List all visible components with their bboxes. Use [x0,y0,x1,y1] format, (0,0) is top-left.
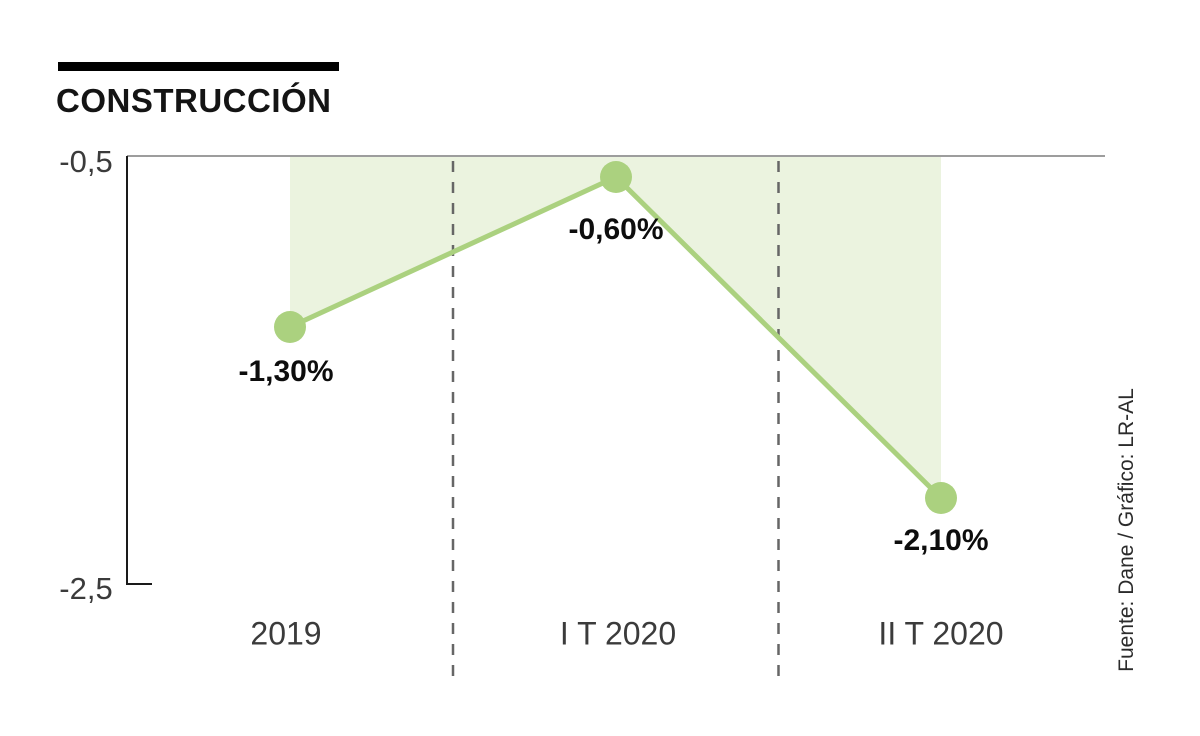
y-tick-label-top: -0,5 [59,144,113,179]
data-point-value-label: -1,30% [238,355,334,388]
data-point-marker [925,482,957,514]
data-point-value-label: -2,10% [893,524,989,557]
data-point-marker [600,161,632,193]
data-point-marker [274,311,306,343]
category-separator-layer [451,161,780,677]
area-fill-layer [290,156,941,498]
data-marker-layer [274,161,957,514]
source-credit: Fuente: Dane / Gráfico: LR-AL [1115,388,1138,672]
x-category-label-2t2020: II T 2020 [878,615,1004,652]
area-fill [290,156,941,498]
y-axis-spine [126,156,152,585]
chart-title: CONSTRUCCIÓN [56,82,332,119]
title-accent-bar [58,62,339,71]
data-point-value-label: -0,60% [568,213,664,246]
x-category-label-1t2020: I T 2020 [559,615,677,652]
y-tick-label-bottom: -2,5 [59,571,113,606]
x-category-label-2019: 2019 [250,615,322,652]
